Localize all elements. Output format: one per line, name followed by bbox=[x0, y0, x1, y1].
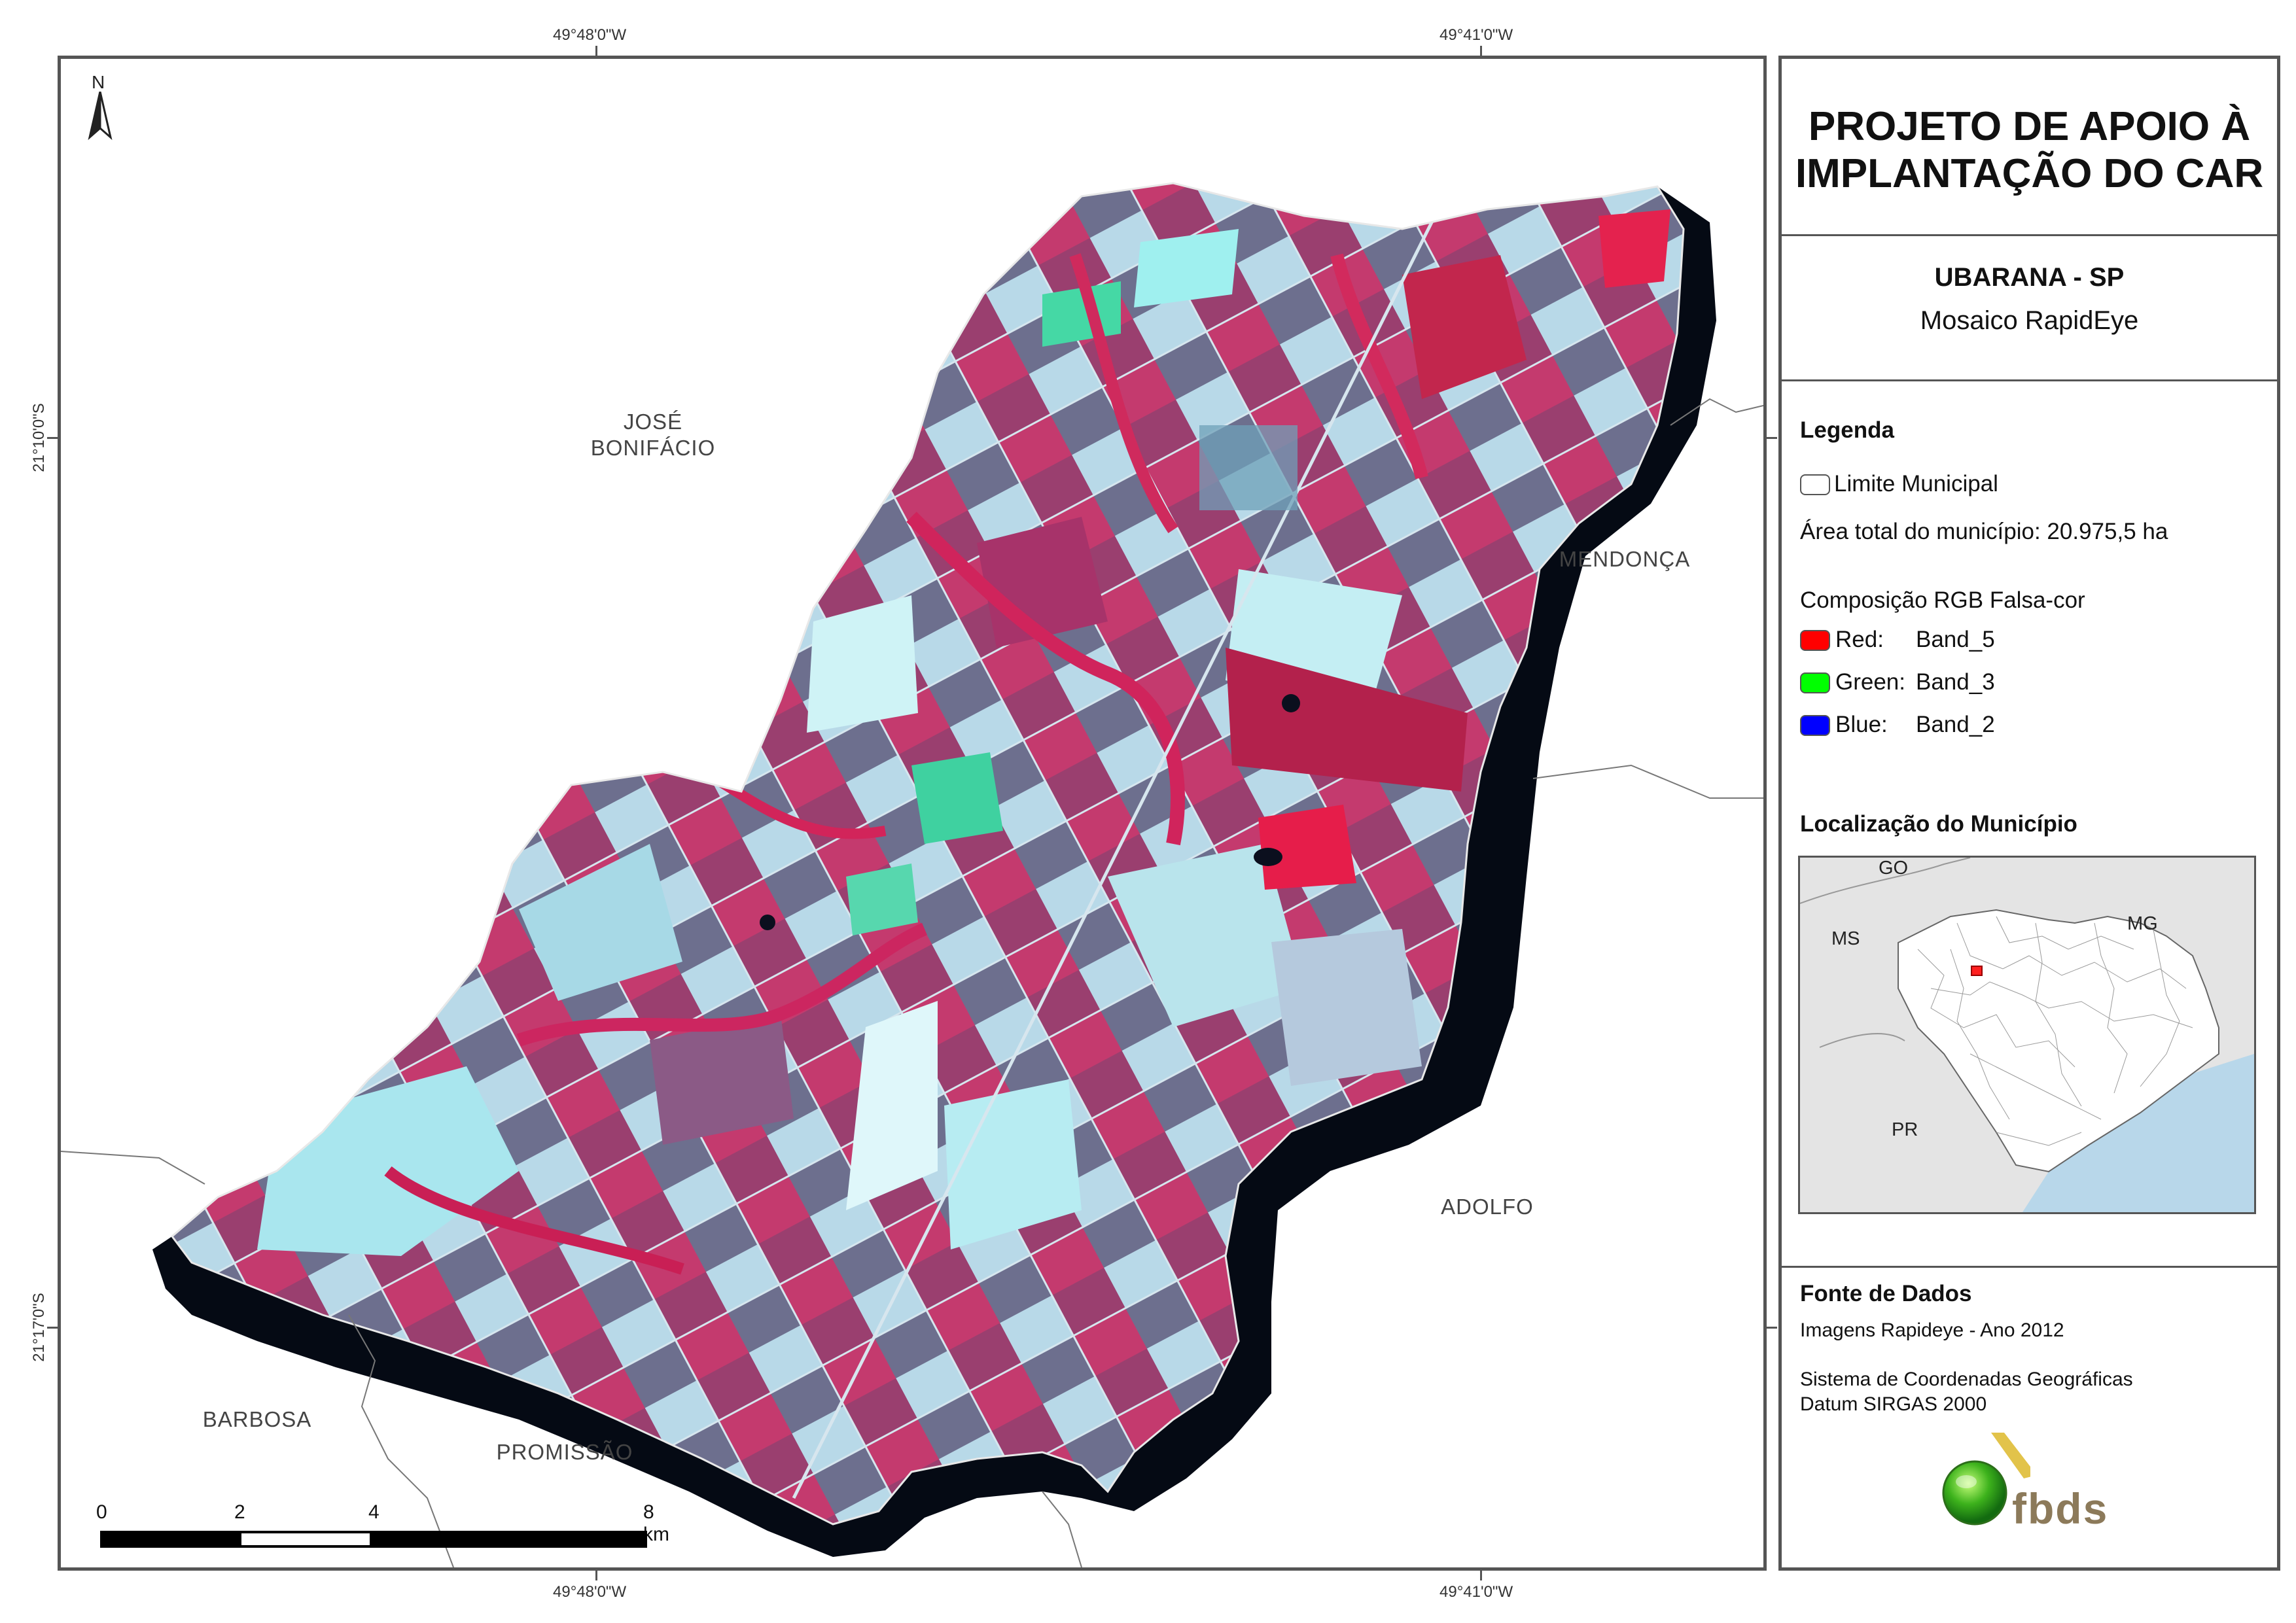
tick-bottom-left bbox=[595, 1570, 597, 1580]
lat-label-top: 21°10'0"S bbox=[30, 403, 48, 472]
red-band-swatch bbox=[1800, 630, 1830, 651]
tick-left-top bbox=[47, 437, 58, 439]
state-ms-label: MS bbox=[1831, 928, 1860, 949]
map-frame[interactable]: N JOSÉ BONIFÁCIO MENDONÇA ADOLFO BARBOSA… bbox=[58, 56, 1767, 1571]
blue-band-swatch bbox=[1800, 715, 1830, 736]
green-band-swatch bbox=[1800, 672, 1830, 693]
neighbor-jose-bonifacio: JOSÉ BONIFÁCIO bbox=[578, 409, 728, 461]
north-label: N bbox=[92, 72, 105, 92]
scale-label-2: 2 bbox=[234, 1501, 245, 1523]
neighbor-jose-line2: BONIFÁCIO bbox=[590, 436, 716, 460]
blue-channel-label: Blue: bbox=[1835, 712, 1888, 737]
composition-label: Composição RGB Falsa-cor bbox=[1800, 587, 2085, 613]
red-channel-label: Red: bbox=[1835, 627, 1884, 652]
fbds-logo: fbds bbox=[1939, 1433, 2135, 1533]
municipal-boundary bbox=[170, 182, 1685, 1526]
neighbor-jose-line1: JOSÉ bbox=[623, 410, 683, 434]
sources-heading: Fonte de Dados bbox=[1800, 1281, 1972, 1306]
sources-line1: Imagens Rapideye - Ano 2012 bbox=[1800, 1319, 2064, 1341]
fbds-logo-text: fbds bbox=[2012, 1484, 2109, 1533]
north-arrow: N bbox=[74, 72, 126, 144]
municipality-name: UBARANA - SP bbox=[1934, 263, 2125, 292]
project-title: PROJETO DE APOIO À IMPLANTAÇÃO DO CAR bbox=[1782, 103, 2277, 198]
project-title-line2: IMPLANTAÇÃO DO CAR bbox=[1795, 151, 2264, 196]
neighbor-adolfo: ADOLFO bbox=[1441, 1195, 1534, 1219]
tick-right-top bbox=[1767, 437, 1777, 439]
lon-label-bottom-right: 49°41'0"W bbox=[1439, 1583, 1513, 1601]
location-heading: Localização do Município bbox=[1800, 811, 2077, 837]
sources-line3: Datum SIRGAS 2000 bbox=[1800, 1393, 1987, 1415]
mosaic-label: Mosaico RapidEye bbox=[1920, 306, 2139, 335]
state-go-label: GO bbox=[1879, 858, 1909, 879]
divider-3 bbox=[1782, 1266, 2277, 1268]
lon-label-top-left: 49°48'0"W bbox=[553, 26, 627, 44]
tick-right-bottom bbox=[1767, 1327, 1777, 1329]
sources-line2: Sistema de Coordenadas Geográficas bbox=[1800, 1369, 2133, 1390]
tick-bottom-right bbox=[1480, 1570, 1482, 1580]
red-band-label: Band_5 bbox=[1916, 627, 1995, 652]
green-band-label: Band_3 bbox=[1916, 669, 1995, 695]
scale-label-4: 4 bbox=[368, 1501, 380, 1523]
scale-segment-3 bbox=[372, 1531, 647, 1548]
locator-map[interactable]: GO MS MG PR bbox=[1798, 856, 2256, 1214]
state-pr-label: PR bbox=[1892, 1119, 1918, 1140]
scale-segment-2 bbox=[239, 1531, 372, 1548]
info-panel: PROJETO DE APOIO À IMPLANTAÇÃO DO CAR UB… bbox=[1778, 56, 2280, 1571]
boundary-label: Limite Municipal bbox=[1834, 471, 1998, 497]
lon-label-bottom-left: 49°48'0"W bbox=[553, 1583, 627, 1601]
tick-top-right bbox=[1480, 46, 1482, 56]
lat-label-bottom: 21°17'0"S bbox=[30, 1293, 48, 1362]
area-label: Área total do município: 20.975,5 ha bbox=[1800, 519, 2168, 544]
divider-2 bbox=[1782, 379, 2277, 381]
scale-segment-1 bbox=[100, 1531, 239, 1548]
divider-1 bbox=[1782, 234, 2277, 236]
fbds-logo-icon bbox=[1942, 1433, 2030, 1526]
blue-band-label: Band_2 bbox=[1916, 712, 1995, 737]
legend-heading: Legenda bbox=[1800, 417, 1894, 443]
boundary-swatch bbox=[1800, 474, 1830, 495]
north-arrow-icon bbox=[88, 92, 113, 141]
neighbor-mendonca: MENDONÇA bbox=[1559, 547, 1691, 571]
scale-label-0: 0 bbox=[96, 1501, 107, 1523]
green-channel-label: Green: bbox=[1835, 669, 1905, 695]
scale-bar: 0 2 4 8 km bbox=[80, 1501, 669, 1554]
lon-label-top-right: 49°41'0"W bbox=[1439, 26, 1513, 44]
satellite-mosaic bbox=[61, 182, 1763, 1567]
scale-label-8: 8 km bbox=[643, 1501, 669, 1545]
state-mg-label: MG bbox=[2127, 913, 2158, 934]
neighbor-barbosa: BARBOSA bbox=[202, 1407, 312, 1431]
project-title-line1: PROJETO DE APOIO À bbox=[1808, 104, 2251, 149]
tick-left-bottom bbox=[47, 1327, 58, 1329]
tick-top-left bbox=[595, 46, 597, 56]
neighbor-promissao: PROMISSÃO bbox=[496, 1440, 633, 1464]
sao-paulo-state-map bbox=[1800, 858, 2254, 1212]
